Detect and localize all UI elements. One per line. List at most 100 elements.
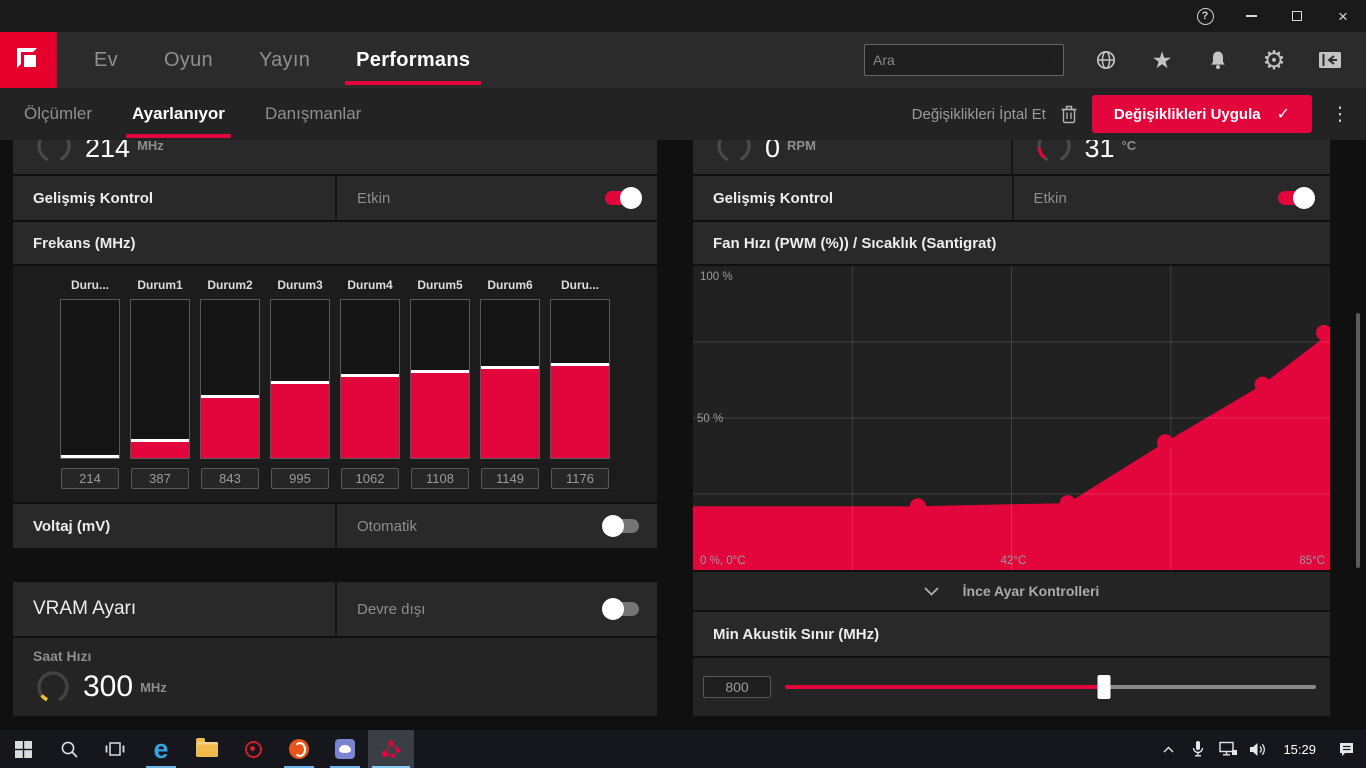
taskbar-radeon-software-button[interactable]: [368, 730, 414, 768]
fine-tuning-expander[interactable]: İnce Ayar Kontrolleri: [693, 572, 1330, 610]
vram-clock-label: Saat Hızı: [33, 648, 92, 664]
frequency-state-column: Durum4 1062: [340, 278, 400, 502]
network-icon: [1219, 741, 1237, 756]
gear-button[interactable]: ⚙: [1246, 32, 1302, 88]
chevron-up-icon: [1163, 746, 1174, 752]
trash-icon: [1061, 105, 1077, 124]
tray-volume-button[interactable]: [1243, 730, 1273, 768]
min-acoustic-slider[interactable]: [785, 675, 1316, 699]
state-bar[interactable]: [550, 299, 610, 459]
gpu-advanced-control-toggle[interactable]: [605, 187, 642, 209]
help-button[interactable]: ?: [1182, 0, 1228, 32]
state-value-input[interactable]: 1176: [551, 468, 609, 489]
taskbar-search-icon: [61, 741, 78, 758]
fan-curve-point[interactable]: [1059, 495, 1076, 512]
amd-logo[interactable]: [0, 32, 57, 88]
taskbar-radeon-settings-button[interactable]: [230, 730, 276, 768]
state-bar[interactable]: [340, 299, 400, 459]
slider-thumb[interactable]: [1097, 675, 1111, 699]
state-label: Durum6: [487, 278, 533, 292]
minimize-icon: [1245, 15, 1257, 17]
tray-network-button[interactable]: [1213, 730, 1243, 768]
fan-curve-point[interactable]: [909, 498, 926, 515]
maximize-icon: [1292, 11, 1302, 21]
minimize-button[interactable]: [1228, 0, 1274, 32]
fan-curve-area: [693, 332, 1330, 570]
scrollbar-thumb[interactable]: [1356, 313, 1360, 568]
bell-button[interactable]: [1190, 32, 1246, 88]
state-value-input[interactable]: 387: [131, 468, 189, 489]
state-bar[interactable]: [130, 299, 190, 459]
state-bar[interactable]: [270, 299, 330, 459]
discard-changes-label[interactable]: Değişiklikleri İptal Et: [911, 105, 1046, 123]
nav-item-performans[interactable]: Performans: [333, 32, 493, 88]
frequency-state-column: Durum6 1149: [480, 278, 540, 502]
ring-gauge-icon: [37, 140, 71, 163]
taskbar-task-view-button[interactable]: [92, 730, 138, 768]
fine-tuning-label: İnce Ayar Kontrolleri: [962, 583, 1100, 599]
globe-button[interactable]: [1078, 32, 1134, 88]
search-input[interactable]: [873, 52, 1054, 68]
action-center-button[interactable]: [1326, 730, 1366, 768]
taskbar-start-button[interactable]: [0, 730, 46, 768]
star-button[interactable]: ★: [1134, 32, 1190, 88]
taskbar-discord-button[interactable]: [322, 730, 368, 768]
titlebar: ? ×: [0, 0, 1366, 32]
nav-item-oyun[interactable]: Oyun: [163, 48, 213, 71]
state-bar[interactable]: [410, 299, 470, 459]
fan-curve-point[interactable]: [1254, 376, 1271, 393]
state-value-input[interactable]: 214: [61, 468, 119, 489]
system-tray: 15:29: [1153, 730, 1366, 768]
state-bar[interactable]: [60, 299, 120, 459]
maximize-button[interactable]: [1274, 0, 1320, 32]
state-bar-fill: [551, 363, 609, 458]
fan-curve-header: Fan Hızı (PWM (%)) / Sıcaklık (Santigrat…: [693, 222, 1330, 264]
discard-trash-button[interactable]: [1060, 104, 1078, 124]
min-acoustic-input[interactable]: 800: [703, 676, 771, 698]
fan-curve-point[interactable]: [1316, 324, 1332, 341]
state-value-input[interactable]: 843: [201, 468, 259, 489]
state-value-input[interactable]: 1149: [481, 468, 539, 489]
collapse-panel-button[interactable]: [1302, 32, 1358, 88]
state-bar[interactable]: [480, 299, 540, 459]
state-value-input[interactable]: 1062: [341, 468, 399, 489]
gpu-frequency-gauge: 214 MHz: [13, 140, 657, 174]
nav-item-yayın[interactable]: Yayın: [258, 48, 311, 71]
state-label: Durum4: [347, 278, 393, 292]
subnav-tab-advisors[interactable]: Danışmanlar: [264, 104, 362, 123]
radeon-settings-icon: [244, 740, 262, 758]
tray-chevron-up-button[interactable]: [1153, 730, 1183, 768]
state-value-input[interactable]: 1108: [411, 468, 469, 489]
more-options-button[interactable]: ⋮: [1330, 103, 1350, 125]
fan-advanced-control-toggle[interactable]: [1278, 187, 1315, 209]
subnav-tabs: Ölçümler Ayarlanıyor Danışmanlar: [0, 88, 377, 140]
apply-changes-label: Değişiklikleri Uygula: [1113, 105, 1261, 123]
taskbar-edge-button[interactable]: e: [138, 730, 184, 768]
state-bar[interactable]: [200, 299, 260, 459]
gpu-advanced-control-row: Gelişmiş Kontrol Etkin: [13, 176, 657, 220]
gear-icon: ⚙: [1262, 45, 1286, 75]
taskbar-apps: e: [0, 730, 414, 768]
fan-curve-point[interactable]: [1157, 434, 1174, 451]
advanced-control-label: Gelişmiş Kontrol: [713, 189, 834, 207]
subnav-tab-metrics[interactable]: Ölçümler: [24, 104, 93, 123]
vram-state: Devre dışı: [357, 600, 426, 618]
taskbar-search-button[interactable]: [46, 730, 92, 768]
taskbar-origin-button[interactable]: [276, 730, 322, 768]
frequency-section-header: Frekans (MHz): [13, 222, 657, 264]
state-value-input[interactable]: 995: [271, 468, 329, 489]
voltage-toggle[interactable]: [602, 515, 639, 537]
tray-microphone-button[interactable]: [1183, 730, 1213, 768]
close-button[interactable]: ×: [1320, 0, 1366, 32]
axis-tick-label: 42°C: [1001, 555, 1027, 567]
taskbar-clock[interactable]: 15:29: [1283, 741, 1316, 757]
subnav-tab-tuning[interactable]: Ayarlanıyor: [116, 88, 241, 140]
fan-curve-chart[interactable]: 100 % 50 % 0 %, 0°C 42°C 85°C: [693, 266, 1332, 570]
apply-changes-button[interactable]: Değişiklikleri Uygula ✓: [1091, 95, 1312, 133]
nav-item-ev[interactable]: Ev: [94, 48, 118, 71]
taskbar-file-explorer-button[interactable]: [184, 730, 230, 768]
state-bar-fill: [481, 366, 539, 458]
tray-icons: [1153, 730, 1273, 768]
vram-toggle[interactable]: [602, 598, 639, 620]
fan-advanced-control-row: Gelişmiş Kontrol Etkin: [693, 176, 1330, 220]
